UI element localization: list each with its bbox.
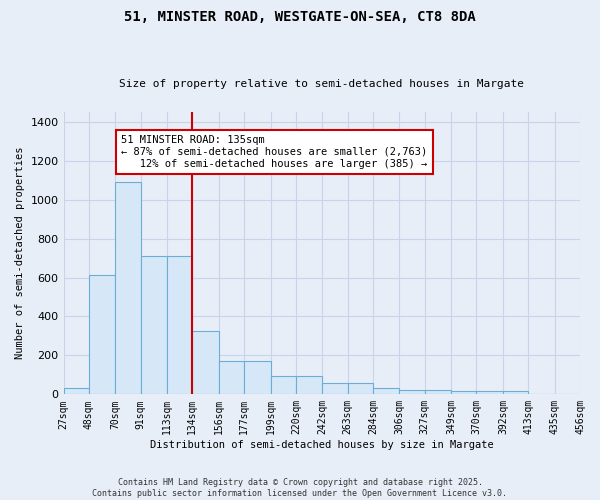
Y-axis label: Number of semi-detached properties: Number of semi-detached properties	[15, 147, 25, 360]
Bar	[244, 361, 271, 394]
Title: Size of property relative to semi-detached houses in Margate: Size of property relative to semi-detach…	[119, 79, 524, 89]
Bar	[89, 274, 115, 394]
Bar	[373, 388, 400, 394]
Bar	[347, 382, 373, 394]
Bar	[322, 382, 347, 394]
Bar	[400, 390, 425, 394]
Bar	[451, 392, 476, 394]
Bar	[115, 182, 140, 394]
Bar	[167, 256, 193, 394]
Bar	[271, 376, 296, 394]
Bar	[64, 388, 89, 394]
Bar	[503, 392, 528, 394]
Bar	[476, 392, 503, 394]
Bar	[140, 256, 167, 394]
Bar	[296, 376, 322, 394]
Bar	[193, 331, 219, 394]
Text: 51 MINSTER ROAD: 135sqm
← 87% of semi-detached houses are smaller (2,763)
   12%: 51 MINSTER ROAD: 135sqm ← 87% of semi-de…	[121, 136, 428, 168]
Text: 51, MINSTER ROAD, WESTGATE-ON-SEA, CT8 8DA: 51, MINSTER ROAD, WESTGATE-ON-SEA, CT8 8…	[124, 10, 476, 24]
X-axis label: Distribution of semi-detached houses by size in Margate: Distribution of semi-detached houses by …	[150, 440, 494, 450]
Bar	[425, 390, 451, 394]
Bar	[219, 361, 244, 394]
Text: Contains HM Land Registry data © Crown copyright and database right 2025.
Contai: Contains HM Land Registry data © Crown c…	[92, 478, 508, 498]
